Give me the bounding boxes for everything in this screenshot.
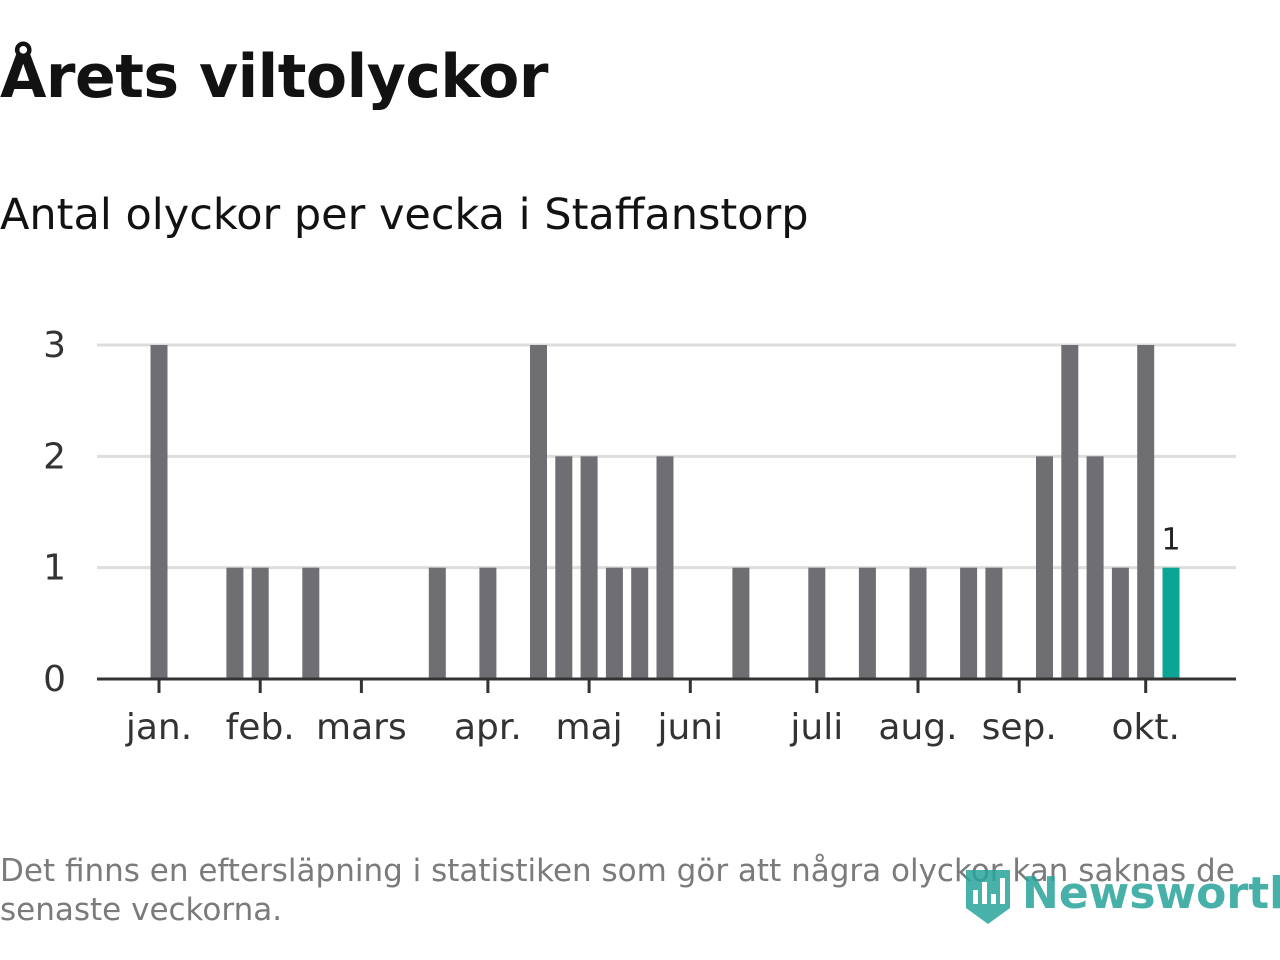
x-tick-label-sep.: sep. [982, 707, 1057, 748]
bar-week-34 [985, 567, 1003, 679]
bar-current-week [1162, 567, 1180, 679]
bar-week-17 [555, 456, 573, 679]
bar-week-21 [656, 456, 674, 679]
x-tick-label-okt.: okt. [1111, 707, 1179, 748]
bar-week-20 [631, 567, 649, 679]
newsworthy-logo-icon [966, 870, 1010, 924]
x-tick-label-juli: juli [789, 707, 843, 748]
chart-subtitle: Antal olyckor per vecka i Staffanstorp [0, 190, 809, 240]
bar-week-33 [960, 567, 978, 679]
y-axis-labels: 0 1 2 3 [43, 325, 66, 700]
bar-week-1 [150, 345, 168, 679]
bar-week-12 [428, 567, 446, 679]
bar-week-31 [909, 567, 927, 679]
x-tick-label-juni: juni [656, 707, 723, 748]
x-tick-label-feb.: feb. [226, 707, 295, 748]
bar-value-label: 1 [1161, 523, 1180, 558]
x-tick-label-apr.: apr. [454, 707, 522, 748]
bar-week-36 [1036, 456, 1053, 679]
x-axis-labels: jan. feb. mars apr. maj juni juli aug. sep. okt. [125, 707, 1180, 748]
bar-week-24 [732, 567, 750, 679]
x-tick-label-jan.: jan. [125, 707, 192, 748]
bar-chart: 0 1 2 3 jan. feb. mars apr. maj juni juli aug. sep.… [43, 325, 1236, 748]
x-tick-label-aug.: aug. [878, 707, 957, 748]
bar-week-4 [226, 567, 244, 679]
bar-week-18 [580, 456, 598, 679]
y-tick-label-2: 2 [43, 436, 66, 477]
newsworthy-logo: Newsworthy [962, 860, 1280, 926]
footnote: Det finns en eftersläpning i statistiken… [0, 853, 1235, 928]
y-tick-label-0: 0 [43, 659, 66, 700]
y-tick-label-3: 3 [43, 325, 66, 366]
bar-week-29 [858, 567, 876, 679]
bar-week-37 [1061, 345, 1079, 679]
bar-week-38 [1086, 456, 1104, 679]
x-tick-label-mars: mars [316, 707, 407, 748]
annotations: 1 [1161, 523, 1180, 558]
bar-week-40 [1137, 345, 1155, 679]
x-tick-label-maj: maj [556, 707, 623, 748]
bar-week-39 [1111, 567, 1129, 679]
bar-week-5 [251, 567, 269, 679]
bars [150, 345, 1180, 679]
bar-week-7 [302, 567, 320, 679]
newsworthy-logo-text: Newsworthy [1022, 867, 1280, 919]
x-axis [97, 677, 1236, 693]
bar-week-19 [605, 567, 623, 679]
chart-title: Årets viltolyckor [0, 42, 549, 112]
bar-week-14 [479, 567, 497, 679]
y-tick-label-1: 1 [43, 548, 66, 589]
bar-week-16 [530, 345, 547, 679]
bar-week-27 [808, 567, 826, 679]
